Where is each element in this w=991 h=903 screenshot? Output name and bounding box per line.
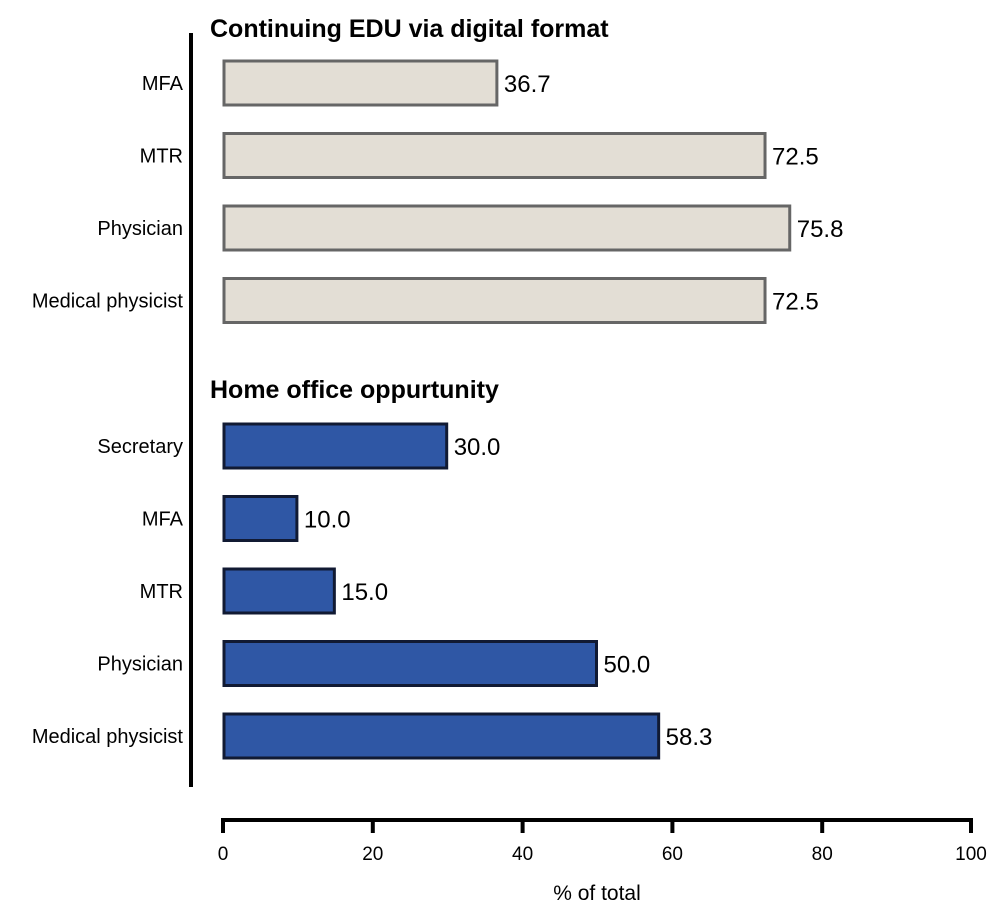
category-label-1-medical-physicist: Medical physicist xyxy=(32,726,184,748)
bar-1-mfa xyxy=(222,495,299,542)
category-label-0-physician: Physician xyxy=(97,218,183,240)
x-axis-label: % of total xyxy=(553,882,641,903)
bar-1-physician xyxy=(222,640,598,687)
value-label-0-mtr: 72.5 xyxy=(772,144,819,171)
bar-1-mtr xyxy=(222,567,336,615)
x-tick-label-40: 40 xyxy=(512,844,533,865)
value-label-0-mfa: 36.7 xyxy=(504,71,551,98)
category-label-1-secretary: Secretary xyxy=(97,436,183,458)
bar-1-medical-physicist xyxy=(222,712,661,760)
bar-0-medical-physicist xyxy=(222,277,767,324)
value-label-1-mtr: 15.0 xyxy=(341,579,388,606)
x-tick-label-100: 100 xyxy=(955,844,987,865)
category-label-1-physician: Physician xyxy=(97,654,183,676)
bar-0-mfa xyxy=(222,59,499,107)
category-label-0-medical-physicist: Medical physicist xyxy=(32,291,184,313)
value-label-0-physician: 75.8 xyxy=(797,216,844,243)
bar-1-secretary xyxy=(222,422,449,470)
x-tick-label-60: 60 xyxy=(662,844,683,865)
category-label-1-mtr: MTR xyxy=(140,581,183,603)
value-label-1-medical-physicist: 58.3 xyxy=(666,724,713,751)
value-label-1-secretary: 30.0 xyxy=(454,434,501,461)
value-label-0-medical-physicist: 72.5 xyxy=(772,289,819,316)
value-label-1-mfa: 10.0 xyxy=(304,507,351,534)
category-label-0-mtr: MTR xyxy=(140,146,183,168)
bar-0-mtr xyxy=(222,132,767,179)
x-tick-label-80: 80 xyxy=(812,844,833,865)
x-tick-label-20: 20 xyxy=(362,844,383,865)
category-label-0-mfa: MFA xyxy=(142,73,184,95)
value-label-1-physician: 50.0 xyxy=(604,652,651,679)
group-title-home-office: Home office oppurtunity xyxy=(210,376,499,404)
bar-0-physician xyxy=(222,204,792,252)
x-tick-label-0: 0 xyxy=(218,844,229,865)
group-title-continuing-edu: Continuing EDU via digital format xyxy=(210,15,609,43)
category-label-1-mfa: MFA xyxy=(142,509,184,531)
